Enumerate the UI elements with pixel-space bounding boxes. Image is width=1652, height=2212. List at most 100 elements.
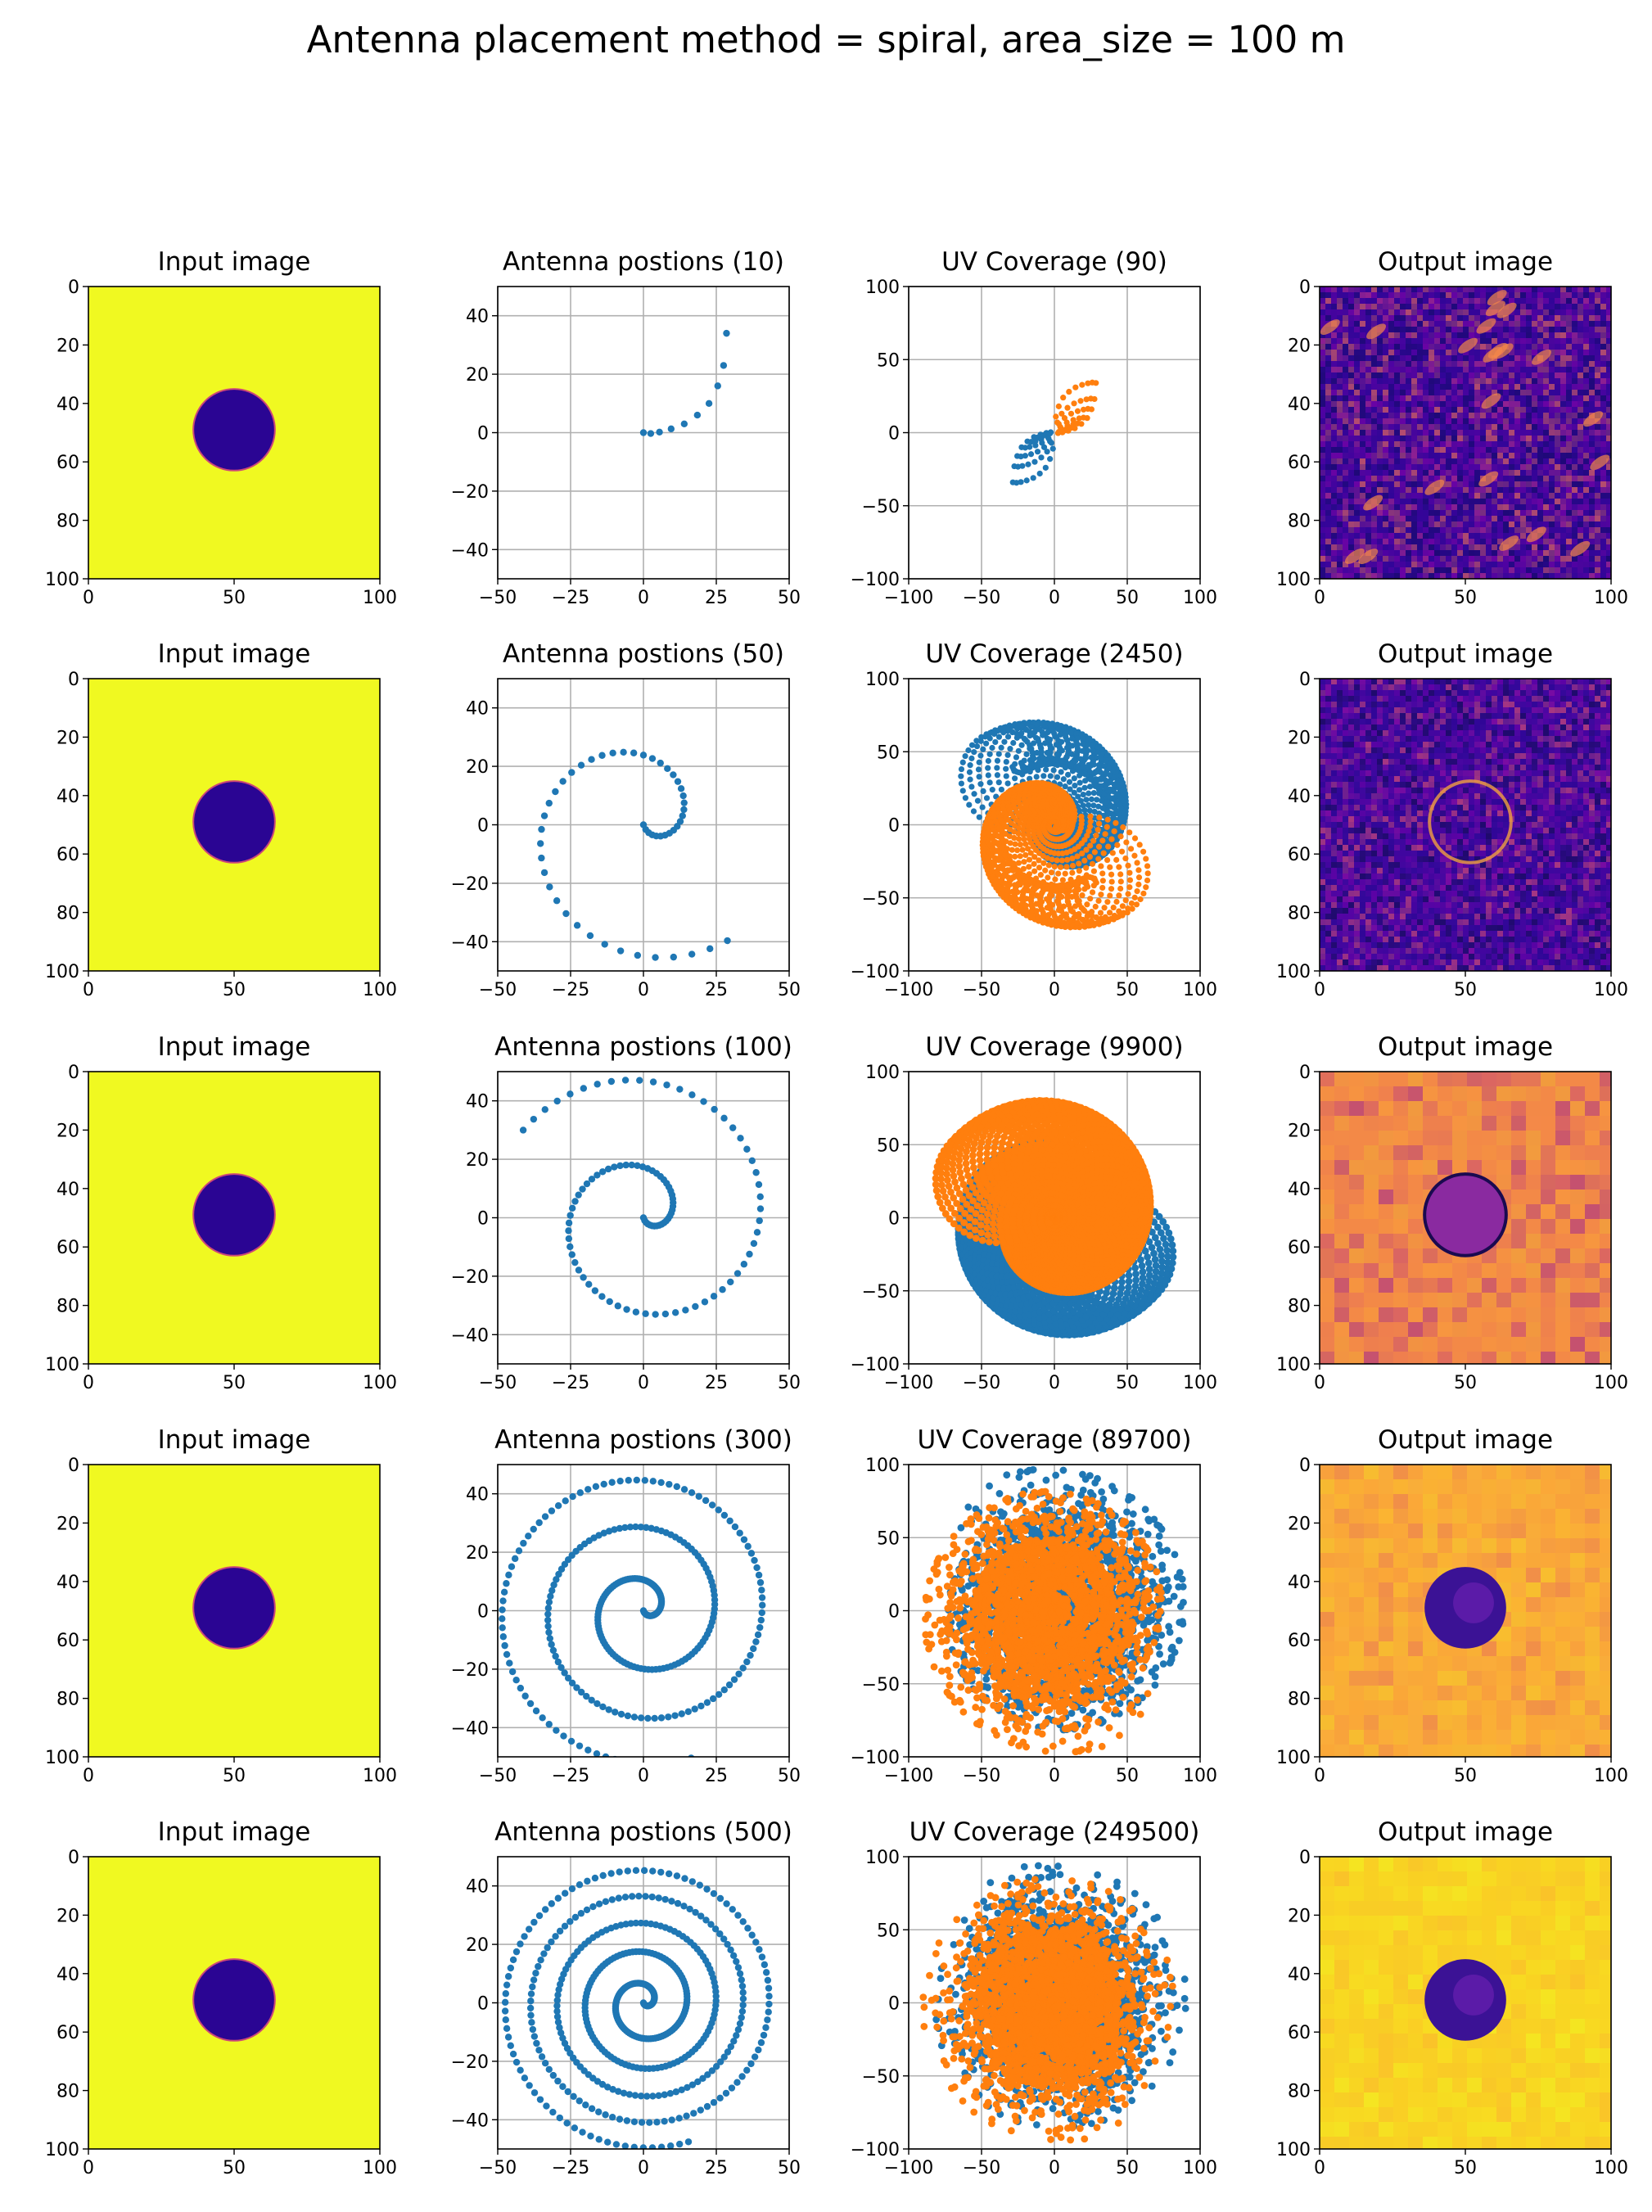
output-pixel	[1532, 481, 1537, 487]
output-pixel	[1497, 470, 1503, 476]
output-pixel	[1589, 562, 1595, 567]
output-pixel	[1526, 315, 1532, 321]
output-pixel	[1343, 424, 1348, 430]
output-pixel	[1514, 487, 1520, 493]
output-pixel	[1400, 338, 1406, 344]
output-pixel	[1560, 527, 1566, 533]
output-pixel	[1325, 424, 1331, 430]
output-pixel	[1440, 338, 1446, 344]
output-pixel	[1469, 395, 1474, 401]
output-pixel	[1520, 521, 1526, 527]
output-pixel	[1526, 499, 1532, 504]
x-tick-label: 50	[778, 980, 801, 1000]
output-pixel	[1320, 332, 1325, 338]
uv-point	[1063, 744, 1071, 751]
output-pixel	[1320, 487, 1325, 493]
output-pixel	[1572, 499, 1578, 504]
output-pixel	[1480, 350, 1486, 355]
output-streak	[1570, 540, 1591, 557]
output-pixel	[1589, 544, 1595, 550]
uv-point	[1043, 766, 1049, 773]
output-pixel	[1589, 504, 1595, 510]
output-pixel	[1411, 395, 1417, 401]
output-pixel	[1394, 481, 1400, 487]
output-pixel	[1320, 361, 1325, 367]
output-pixel	[1492, 544, 1497, 550]
output-pixel	[1423, 464, 1429, 470]
output-pixel	[1354, 350, 1360, 355]
output-pixel	[1526, 470, 1532, 476]
output-pixel	[1509, 544, 1514, 550]
output-pixel	[1331, 361, 1337, 367]
output-pixel	[1400, 344, 1406, 350]
output-pixel	[1503, 395, 1509, 401]
output-pixel	[1595, 292, 1600, 298]
output-pixel	[1446, 516, 1451, 521]
output-pixel	[1606, 567, 1611, 573]
uv-point	[1040, 444, 1048, 450]
output-pixel	[1514, 441, 1520, 447]
antenna-point	[648, 755, 657, 762]
output-pixel	[1406, 418, 1411, 424]
output-pixel	[1337, 287, 1343, 292]
output-pixel	[1365, 567, 1371, 573]
output-pixel	[1526, 338, 1532, 344]
uv-point	[1087, 776, 1094, 783]
output-pixel	[1423, 544, 1429, 550]
output-pixel	[1497, 338, 1503, 344]
output-pixel	[1337, 384, 1343, 390]
uv-point	[1004, 752, 1011, 758]
output-pixel	[1423, 430, 1429, 436]
output-pixel	[1320, 430, 1325, 436]
output-pixel	[1497, 476, 1503, 481]
output-pixel	[1365, 493, 1371, 499]
y-tick-label: 100	[45, 570, 79, 590]
antenna-point	[724, 937, 731, 945]
output-pixel	[1406, 539, 1411, 544]
output-pixel	[1566, 413, 1572, 418]
output-pixel	[1354, 384, 1360, 390]
output-pixel	[1549, 504, 1555, 510]
output-pixel	[1520, 315, 1526, 321]
uv-point	[1052, 734, 1058, 740]
output-pixel	[1411, 539, 1417, 544]
output-pixel	[1320, 510, 1325, 516]
output-pixel	[1526, 287, 1532, 292]
output-pixel	[1411, 350, 1417, 355]
output-pixel	[1566, 327, 1572, 332]
uv-point	[1047, 456, 1054, 463]
output-pixel	[1400, 418, 1406, 424]
output-pixel	[1337, 350, 1343, 355]
output-pixel	[1589, 355, 1595, 361]
uv-point-conjugate	[1072, 384, 1079, 390]
output-pixel	[1514, 332, 1520, 338]
output-pixel	[1388, 453, 1394, 458]
output-pixel	[1337, 361, 1343, 367]
output-pixel	[1520, 476, 1526, 481]
output-pixel	[1377, 344, 1383, 350]
output-pixel	[1365, 424, 1371, 430]
output-pixel	[1543, 384, 1549, 390]
uv-point	[1040, 773, 1047, 779]
output-pixel	[1492, 327, 1497, 332]
output-pixel	[1600, 309, 1606, 315]
output-pixel	[1365, 418, 1371, 424]
output-pixel	[1400, 384, 1406, 390]
antenna-point	[639, 429, 648, 436]
output-pixel	[1589, 401, 1595, 407]
output-pixel	[1429, 573, 1434, 579]
output-pixel	[1469, 424, 1474, 430]
output-pixel	[1365, 521, 1371, 527]
x-tick-label: 0	[638, 980, 649, 1000]
output-pixel	[1578, 470, 1583, 476]
antenna-point	[639, 752, 648, 759]
output-pixel	[1469, 372, 1474, 378]
output-pixel	[1480, 493, 1486, 499]
output-pixel	[1343, 287, 1348, 292]
output-pixel	[1497, 384, 1503, 390]
output-pixel	[1555, 487, 1560, 493]
uv-point-conjugate	[995, 857, 1002, 864]
output-pixel	[1451, 418, 1457, 424]
output-pixel	[1354, 395, 1360, 401]
uv-point	[1031, 458, 1038, 465]
